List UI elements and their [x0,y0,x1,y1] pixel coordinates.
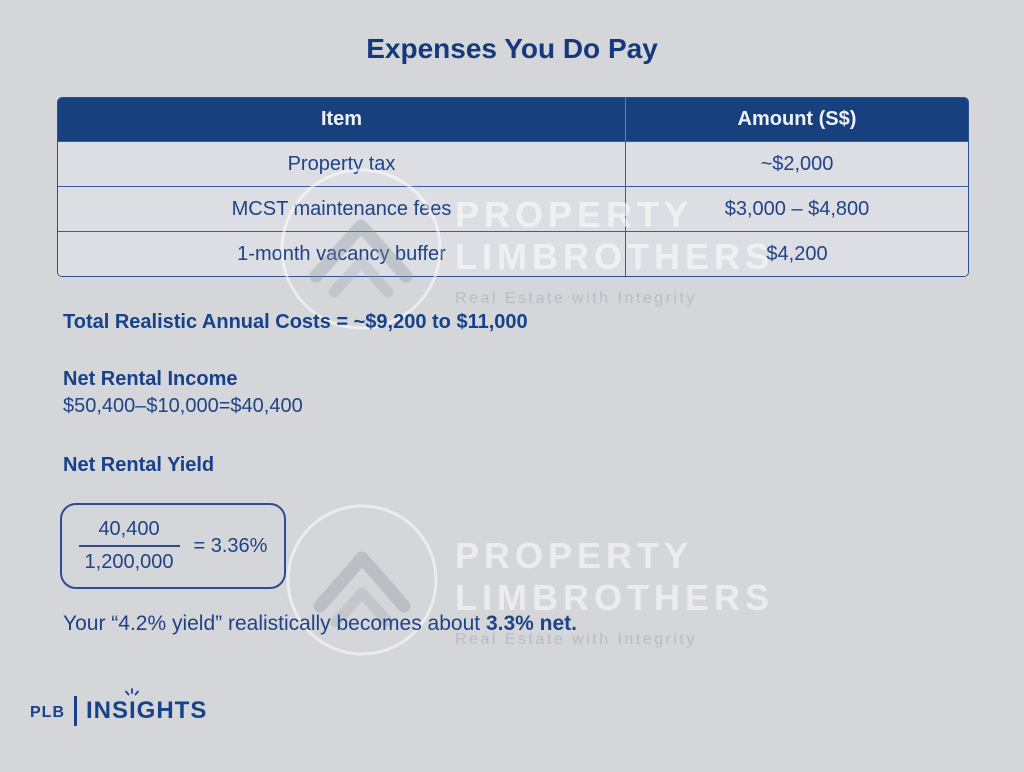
sparkle-icon [125,688,139,696]
conclusion-line: Your “4.2% yield” realistically becomes … [63,612,577,636]
plb-label: PLB [30,704,65,721]
amount-cell: $3,000 – $4,800 [724,197,870,220]
insights-part2: IGHTS [129,697,208,724]
yield-formula-box: 40,400 1,200,000 = 3.36% [60,503,286,589]
insights-s: S [112,697,130,724]
net-rental-yield-heading: Net Rental Yield [63,454,215,476]
net-rental-income-heading: Net Rental Income [63,368,238,390]
amount-cell: ~$2,000 [760,152,834,175]
item-cell: MCST maintenance fees [58,187,626,231]
net-rental-income-calculation: $50,400–$10,000=$40,400 [63,395,303,417]
total-annual-costs-line: Total Realistic Annual Costs = ~$9,200 t… [63,311,528,333]
item-cell: 1-month vacancy buffer [58,232,626,276]
insights-wordmark: INSIGHTS [86,688,208,725]
watermark-line1: PROPERTY [455,535,694,576]
amount-cell: $4,200 [766,242,828,265]
item-cell: Property tax [58,142,626,186]
fraction-denominator: 1,200,000 [78,545,180,574]
logo-divider [74,696,77,726]
page-title: Expenses You Do Pay [366,33,658,64]
table-row: Property tax ~$2,000 [58,141,968,186]
conclusion-text: Your “4.2% yield” realistically becomes … [63,612,486,635]
expenses-table: Item Amount (S$) Property tax ~$2,000 MC… [57,97,969,277]
table-header-row: Item Amount (S$) [58,98,968,141]
yield-result: = 3.36% [193,534,268,557]
plb-insights-logo: PLB INSIGHTS [30,688,208,728]
insights-part1: IN [86,697,112,724]
column-header-amount: Amount (S$) [737,108,857,130]
plb-logo-watermark-icon [286,504,438,656]
conclusion-emphasis: 3.3% net. [485,612,577,635]
table-row: 1-month vacancy buffer $4,200 [58,231,968,276]
table-row: MCST maintenance fees $3,000 – $4,800 [58,186,968,231]
fraction-numerator: 40,400 [98,518,160,540]
watermark-tagline: Real Estate with Integrity [455,290,697,307]
column-header-item: Item [58,98,626,141]
yield-fraction: 40,400 1,200,000 [78,518,180,574]
